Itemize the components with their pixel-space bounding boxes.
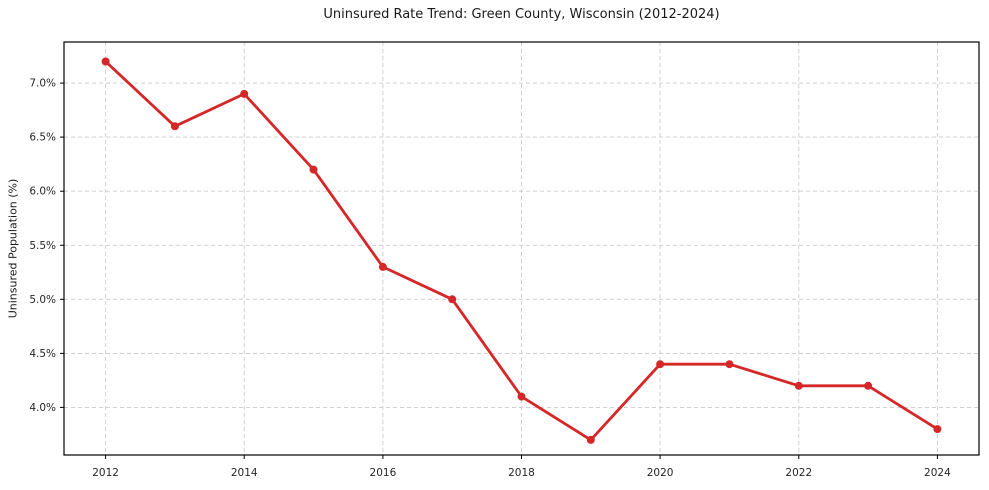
y-tick-label: 5.0% <box>29 294 56 306</box>
y-tick-label: 6.0% <box>29 186 56 198</box>
chart-title: Uninsured Rate Trend: Green County, Wisc… <box>323 7 720 22</box>
data-point <box>448 295 457 304</box>
data-point <box>170 122 179 131</box>
x-tick-label: 2020 <box>647 467 674 479</box>
data-point <box>933 425 942 434</box>
data-point <box>517 392 526 401</box>
y-tick-label: 5.5% <box>29 240 56 252</box>
x-tick-label: 2022 <box>785 467 812 479</box>
x-tick-label: 2014 <box>231 467 258 479</box>
data-point <box>101 57 110 66</box>
y-tick-label: 4.5% <box>29 348 56 360</box>
data-point <box>240 89 249 98</box>
x-tick-label: 2016 <box>370 467 397 479</box>
data-point <box>378 262 387 271</box>
y-tick-label: 6.5% <box>29 132 56 144</box>
data-point <box>794 381 803 390</box>
data-point <box>586 435 595 444</box>
data-point <box>309 165 318 174</box>
data-point <box>656 360 665 369</box>
data-point <box>725 360 734 369</box>
plot-border <box>63 41 980 456</box>
y-tick-label: 7.0% <box>29 78 56 90</box>
x-tick-label: 2024 <box>924 467 951 479</box>
trend-line <box>104 60 939 442</box>
x-tick-label: 2012 <box>92 467 119 479</box>
y-tick-label: 4.0% <box>29 402 56 414</box>
data-point <box>864 381 873 390</box>
x-tick-label: 2018 <box>508 467 535 479</box>
